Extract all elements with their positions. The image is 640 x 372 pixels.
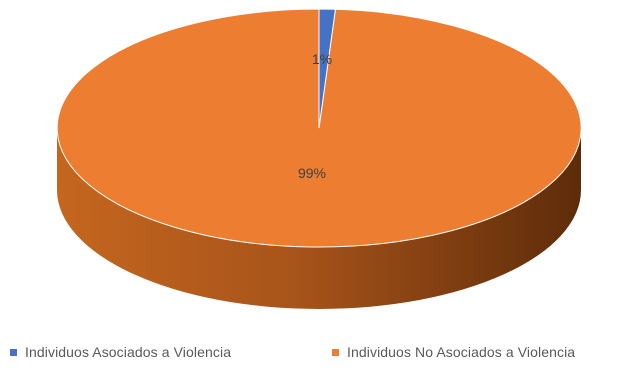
legend-label-asociados: Individuos Asociados a Violencia	[25, 344, 232, 360]
legend-item-no-asociados: Individuos No Asociados a Violencia	[332, 344, 575, 360]
legend-swatch-no-asociados	[332, 348, 339, 356]
data-label-individuos-asociados: 1%	[312, 51, 332, 67]
legend-swatch-asociados	[10, 348, 17, 356]
data-label-individuos-no-asociados: 99%	[298, 165, 326, 181]
slice-individuos-asociados	[318, 8, 337, 129]
legend-label-no-asociados: Individuos No Asociados a Violencia	[347, 344, 576, 360]
legend: Individuos Asociados a Violencia Individ…	[0, 344, 640, 368]
legend-item-asociados: Individuos Asociados a Violencia	[10, 344, 231, 360]
pie-side-wall	[57, 128, 581, 309]
